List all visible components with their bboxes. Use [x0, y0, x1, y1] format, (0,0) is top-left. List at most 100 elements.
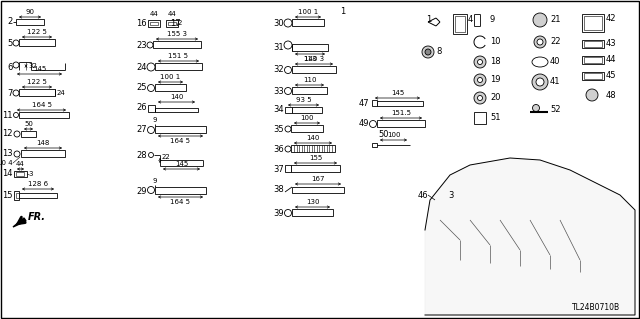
Text: 148: 148: [36, 140, 50, 146]
Bar: [292, 44, 328, 51]
Text: 28: 28: [136, 152, 147, 160]
Text: 8: 8: [436, 48, 442, 56]
Text: 48: 48: [606, 91, 616, 100]
Ellipse shape: [532, 57, 548, 67]
Text: 93 5: 93 5: [296, 97, 311, 103]
Text: 19: 19: [490, 76, 500, 85]
Text: 31: 31: [273, 43, 284, 53]
Bar: [292, 107, 322, 113]
Text: 6: 6: [8, 63, 13, 71]
Bar: [155, 108, 198, 112]
Text: 122 5: 122 5: [27, 79, 47, 85]
Circle shape: [285, 210, 291, 217]
Bar: [292, 209, 333, 216]
Text: 44: 44: [16, 161, 25, 167]
Text: 44: 44: [606, 56, 616, 64]
Bar: [285, 165, 291, 172]
Circle shape: [147, 42, 153, 48]
Text: 9: 9: [490, 16, 495, 25]
Circle shape: [284, 19, 292, 27]
Bar: [292, 66, 336, 73]
Bar: [155, 187, 206, 194]
Text: 90: 90: [26, 9, 35, 15]
Text: 151 5: 151 5: [168, 53, 189, 59]
Text: 1: 1: [426, 15, 431, 24]
Text: 35: 35: [273, 124, 284, 133]
Text: 151.5: 151.5: [391, 110, 411, 116]
Circle shape: [533, 13, 547, 27]
Bar: [291, 125, 323, 132]
Bar: [168, 22, 176, 25]
Text: 7: 7: [8, 88, 13, 98]
Bar: [584, 57, 602, 63]
Text: 145: 145: [33, 66, 46, 72]
Text: 16: 16: [136, 19, 147, 27]
Text: 25: 25: [136, 84, 147, 93]
Bar: [148, 105, 155, 112]
Bar: [16, 193, 19, 198]
Text: 38: 38: [273, 186, 284, 195]
Text: 24: 24: [136, 63, 147, 71]
Circle shape: [284, 41, 292, 49]
Text: 100: 100: [387, 132, 400, 138]
Text: 128 6: 128 6: [28, 181, 48, 187]
Bar: [155, 84, 186, 91]
Bar: [150, 22, 158, 25]
Text: 50: 50: [24, 121, 33, 127]
Bar: [372, 100, 377, 106]
Text: 10 4: 10 4: [0, 160, 13, 166]
Text: 113: 113: [303, 56, 317, 62]
Text: 22: 22: [550, 38, 561, 47]
Text: 5: 5: [8, 39, 13, 48]
Bar: [372, 143, 377, 147]
Circle shape: [285, 87, 291, 94]
Bar: [148, 20, 160, 27]
Bar: [292, 19, 324, 26]
Circle shape: [147, 63, 155, 71]
Text: 27: 27: [136, 125, 147, 135]
Circle shape: [532, 105, 540, 112]
Text: 145: 145: [391, 90, 404, 96]
Bar: [155, 126, 206, 133]
Bar: [582, 40, 604, 48]
Text: 140 3: 140 3: [304, 56, 324, 62]
Circle shape: [534, 36, 546, 48]
Polygon shape: [425, 158, 635, 315]
Text: 32: 32: [273, 65, 284, 75]
Circle shape: [285, 66, 291, 73]
Bar: [19, 39, 55, 46]
Text: 50: 50: [378, 130, 388, 139]
Text: 24: 24: [57, 90, 66, 96]
Circle shape: [422, 46, 434, 58]
Circle shape: [474, 92, 486, 104]
Text: 110: 110: [303, 77, 316, 83]
Text: 164 5: 164 5: [170, 199, 191, 205]
Text: 100 1: 100 1: [298, 9, 318, 15]
Circle shape: [13, 90, 19, 96]
Bar: [16, 19, 44, 25]
Bar: [584, 73, 602, 79]
Text: 9: 9: [153, 178, 157, 184]
Circle shape: [477, 95, 483, 100]
Circle shape: [14, 151, 20, 157]
Text: 30: 30: [273, 19, 284, 27]
Circle shape: [537, 39, 543, 45]
Circle shape: [285, 126, 291, 132]
Bar: [453, 14, 467, 34]
Text: 26: 26: [136, 102, 147, 112]
Circle shape: [147, 85, 154, 92]
Text: 18: 18: [490, 57, 500, 66]
Text: 32: 32: [28, 63, 37, 69]
Text: 12: 12: [3, 130, 13, 138]
Bar: [166, 20, 178, 27]
Bar: [153, 41, 201, 48]
Text: 140: 140: [170, 94, 183, 100]
Polygon shape: [13, 218, 26, 227]
Text: 44: 44: [150, 11, 158, 17]
Circle shape: [147, 187, 154, 194]
Bar: [377, 120, 425, 127]
Text: 22: 22: [162, 154, 171, 160]
Text: 33: 33: [273, 86, 284, 95]
Text: 45: 45: [606, 71, 616, 80]
Circle shape: [13, 113, 19, 117]
